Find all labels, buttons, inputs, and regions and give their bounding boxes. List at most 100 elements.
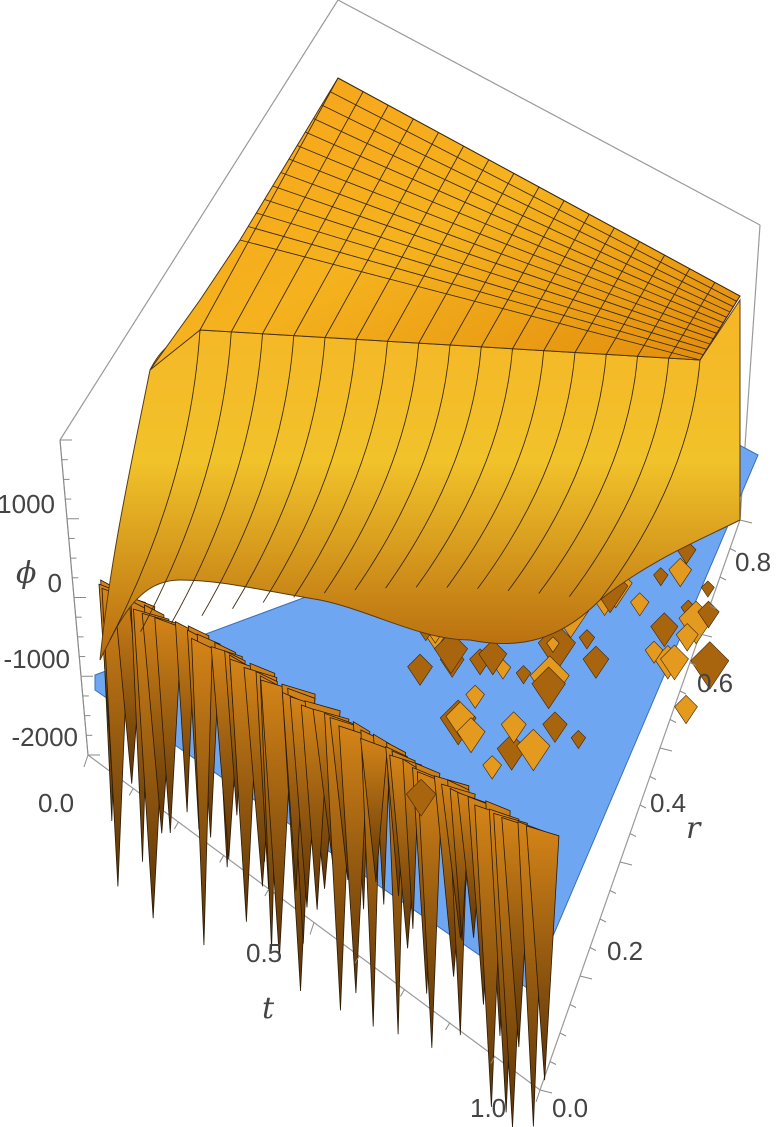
mesh-line [293,341,388,598]
mesh-line [109,329,201,641]
surface-patch [500,711,527,744]
mesh-line [199,77,339,331]
mesh-line [574,241,640,353]
mesh-line [313,118,731,313]
mesh-line [512,214,590,349]
t-tick-label: 0.5 [246,938,282,968]
surface-patch [674,694,698,725]
mesh-line [170,333,263,624]
surface-patch [406,778,437,817]
t-tick [490,1056,496,1064]
surface-patch [407,653,433,686]
mesh-line [305,131,727,318]
mesh-line [239,239,701,361]
r-axis: 0.0 0.2 0.4 0.6 0.8 r [552,547,771,1123]
t-tick [173,821,179,830]
surface-spike [191,637,213,946]
mesh-line [449,186,540,346]
t-tick-label: 1.0 [470,1093,506,1123]
surface-patch [690,641,730,690]
t-tick [264,888,270,897]
t-tick [219,855,225,863]
cliff-surface [99,298,741,661]
r-tick [679,690,687,695]
r-tick [639,804,647,809]
surface-spike [338,725,370,994]
mesh-line [232,337,326,610]
r-tick [689,662,697,666]
mesh-line [329,91,737,302]
surface-patch [630,592,650,617]
mesh-line [296,145,724,324]
r-tick [699,633,713,638]
mesh-line [293,118,414,336]
mesh-line [637,268,691,357]
mesh-line [387,159,490,342]
phi-axis: 1000 0 -1000 -2000 ϕ [0,439,89,756]
surface-patch [570,730,587,750]
surface-spike [525,825,560,1081]
r-tick [729,548,737,552]
spike-region [98,499,730,1127]
r-tick [559,1032,567,1037]
surface-patch [582,645,610,679]
r-tick-label: 0.8 [735,547,771,577]
mesh-line [538,356,638,594]
mesh-line [272,185,714,340]
r-tick [649,776,657,780]
mesh-line [477,352,576,590]
surface-patch [478,639,508,676]
t-axis: 0.0 0.5 1.0 t [38,788,506,1123]
r-tick [569,1004,577,1008]
surface-patch [531,666,566,710]
surface-mesh [109,77,741,641]
surface-patch [516,728,551,772]
surface-spike [154,616,183,833]
mesh-line [599,359,701,601]
t-tick [535,1089,541,1103]
mesh-line [418,173,515,344]
phi-tick-label: 1000 [0,489,55,519]
t-tick [309,922,315,935]
r-tick [659,747,673,752]
r-axis-label: r [686,811,702,846]
surface-patch [445,701,475,739]
mesh-line [264,199,711,345]
mesh-line [321,104,734,308]
r-tick [549,1061,557,1065]
mesh-line [337,77,741,297]
mesh-line [256,212,707,350]
mesh-line [385,346,482,589]
surface-spike [416,771,443,1048]
t-tick [128,788,134,796]
surface-patch [515,665,532,685]
r-tick-label: 0.4 [650,788,686,818]
mesh-line [355,145,465,340]
mesh-line [324,343,420,594]
r-tick [709,605,717,609]
surface-patch [456,717,486,754]
r-tick [719,576,727,581]
phi-tick-label: 0 [48,568,62,598]
phi-tick-label: -1000 [4,644,71,674]
mesh-line [415,348,513,588]
surface-patch [668,557,692,588]
mesh-line [446,350,545,588]
r-tick [669,719,677,723]
t-axis-label: t [262,991,275,1026]
surface-patch [675,623,699,652]
t-tick [445,1022,451,1031]
mesh-line [324,132,439,338]
surface-patch [546,636,560,653]
surface-patch [644,640,664,664]
surface-patch [660,644,689,681]
r-tick [539,1089,553,1094]
surface-patch [433,631,468,675]
t-tick [83,754,89,768]
surface-patch [650,612,679,648]
r-tick [739,519,753,524]
mesh-line [262,339,357,603]
r-tick-label: 0.0 [552,1093,588,1123]
r-tick [609,890,617,894]
